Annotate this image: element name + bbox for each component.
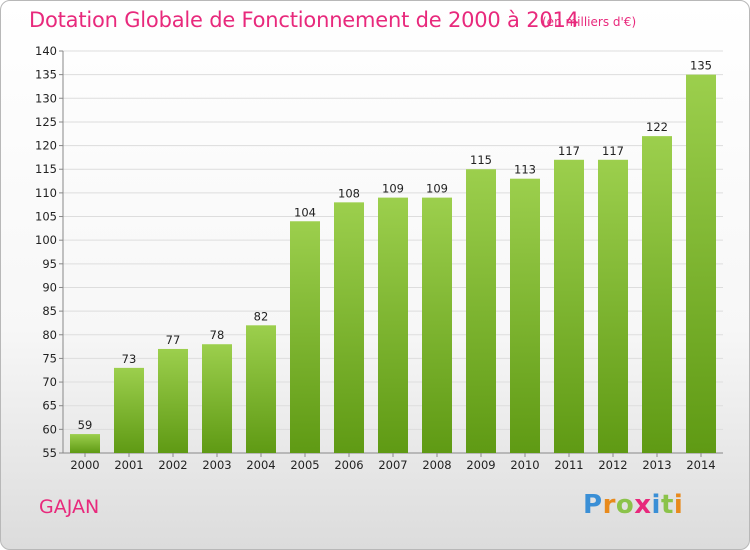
bar (466, 169, 496, 453)
x-tick-label: 2002 (158, 458, 187, 472)
y-tick-label: 110 (35, 186, 57, 200)
bar (290, 221, 320, 453)
x-tick-label: 2005 (290, 458, 319, 472)
x-tick-label: 2006 (334, 458, 363, 472)
y-tick-label: 140 (35, 44, 57, 58)
chart-title: Dotation Globale de Fonctionnement de 20… (29, 8, 579, 32)
data-label: 117 (558, 144, 580, 158)
y-tick-label: 130 (35, 91, 57, 105)
data-label: 108 (338, 186, 360, 200)
x-tick-label: 2011 (554, 458, 583, 472)
logo-letter: x (634, 490, 652, 520)
data-label: 113 (514, 163, 536, 177)
data-label: 109 (426, 182, 448, 196)
town-name: GAJAN (39, 496, 100, 518)
data-label: 59 (78, 418, 93, 432)
data-label: 73 (122, 352, 137, 366)
y-tick-label: 125 (35, 115, 57, 129)
bar (554, 159, 584, 453)
data-label: 135 (690, 59, 712, 73)
bar (246, 325, 276, 453)
bar (422, 197, 452, 453)
logo-letter: P (583, 490, 603, 520)
x-tick-label: 2007 (378, 458, 407, 472)
bar (510, 178, 540, 453)
data-label: 109 (382, 182, 404, 196)
y-tick-label: 100 (35, 233, 57, 247)
y-tick-label: 120 (35, 139, 57, 153)
y-tick-label: 105 (35, 210, 57, 224)
x-tick-label: 2013 (642, 458, 671, 472)
x-tick-label: 2008 (422, 458, 451, 472)
y-tick-label: 80 (42, 328, 57, 342)
logo-letter: r (602, 490, 616, 520)
data-label: 115 (470, 153, 492, 167)
x-tick-label: 2003 (202, 458, 231, 472)
x-tick-label: 2001 (114, 458, 143, 472)
bar (598, 159, 628, 453)
y-tick-label: 135 (35, 68, 57, 82)
y-tick-label: 95 (42, 257, 57, 271)
data-label: 117 (602, 144, 624, 158)
logo-letter: i (651, 490, 661, 520)
x-tick-label: 2004 (246, 458, 275, 472)
y-tick-label: 75 (42, 351, 57, 365)
y-tick-label: 115 (35, 162, 57, 176)
y-tick-label: 70 (42, 375, 57, 389)
y-tick-label: 60 (42, 422, 57, 436)
bar (114, 367, 144, 453)
bars: 59 73 77 78 82 104 108 109 109 115 113 117 117 122 135 (70, 59, 716, 454)
bar (334, 202, 364, 453)
bar (378, 197, 408, 453)
data-label: 78 (210, 328, 225, 342)
x-tick-label: 2010 (510, 458, 539, 472)
data-label: 82 (254, 309, 269, 323)
bar (158, 348, 188, 453)
y-tick-label: 55 (42, 446, 57, 460)
logo-letter: i (673, 490, 684, 520)
y-tick-label: 65 (42, 399, 57, 413)
bar (686, 74, 716, 453)
data-label: 104 (294, 205, 316, 219)
y-tick-label: 85 (42, 304, 57, 318)
proxiti-logo[interactable]: Proxiti (583, 490, 683, 520)
logo-letter: o (615, 490, 635, 520)
data-label: 77 (166, 333, 181, 347)
bar (70, 434, 100, 453)
bar (202, 344, 232, 453)
x-tick-label: 2009 (466, 458, 495, 472)
x-tick-label: 2014 (686, 458, 715, 472)
logo-letter: t (660, 490, 674, 520)
chart-unit: (en milliers d'€) (542, 15, 637, 29)
x-tick-label: 2000 (70, 458, 99, 472)
y-tick-label: 90 (42, 280, 57, 294)
data-label: 122 (646, 120, 668, 134)
bar (642, 136, 672, 454)
x-tick-label: 2012 (598, 458, 627, 472)
